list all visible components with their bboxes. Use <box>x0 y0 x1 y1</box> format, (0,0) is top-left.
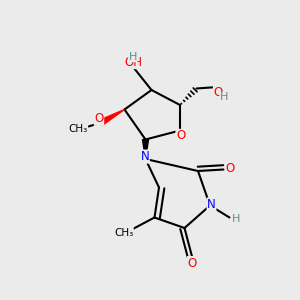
Text: O: O <box>176 129 185 142</box>
Text: O: O <box>188 256 196 270</box>
Text: H: H <box>232 214 240 224</box>
Text: CH₃: CH₃ <box>68 124 88 134</box>
Text: H: H <box>129 52 137 62</box>
Text: N: N <box>140 150 149 163</box>
Text: N: N <box>207 198 216 211</box>
Text: OH: OH <box>124 56 142 69</box>
Polygon shape <box>142 140 148 159</box>
Polygon shape <box>99 110 124 126</box>
Text: O: O <box>214 86 223 99</box>
Text: CH₃: CH₃ <box>114 227 133 238</box>
Text: O: O <box>94 112 103 125</box>
Text: O: O <box>226 162 235 176</box>
Text: H: H <box>220 92 228 103</box>
